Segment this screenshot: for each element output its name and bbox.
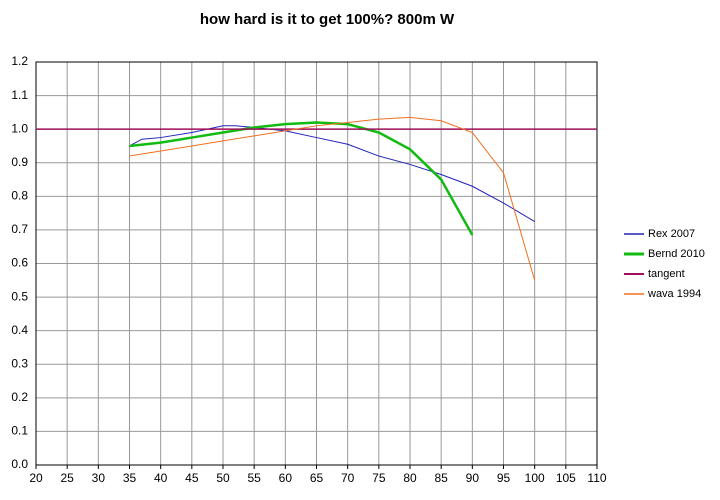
y-tick-label: 1.1	[11, 88, 28, 102]
x-tick-label: 45	[185, 471, 199, 485]
x-tick-label: 105	[556, 471, 576, 485]
x-tick-label: 70	[341, 471, 355, 485]
legend-label: tangent	[648, 268, 685, 280]
x-tick-label: 100	[525, 471, 545, 485]
y-tick-label: 0.2	[11, 390, 28, 404]
legend-label: Bernd 2010	[648, 248, 705, 260]
y-tick-label: 1.0	[11, 121, 28, 135]
line-series	[129, 121, 474, 236]
x-tick-label: 30	[92, 471, 106, 485]
y-tick-label: 0.9	[11, 155, 28, 169]
y-tick-label: 0.5	[11, 289, 28, 303]
x-tick-label: 25	[60, 471, 74, 485]
x-tick-label: 75	[372, 471, 386, 485]
line-series	[129, 125, 535, 222]
x-tick-label: 95	[497, 471, 511, 485]
y-tick-label: 0.7	[11, 222, 28, 236]
plot-border	[35, 61, 598, 466]
legend-label: Rex 2007	[648, 228, 695, 240]
y-tick-label: 0.6	[11, 256, 28, 270]
x-tick-label: 110	[587, 471, 606, 485]
x-tick-label: 55	[247, 471, 261, 485]
x-tick-label: 50	[216, 471, 230, 485]
x-tick-label: 90	[466, 471, 480, 485]
y-tick-label: 0.3	[11, 356, 28, 370]
chart-title: how hard is it to get 100%? 800m W	[200, 11, 455, 28]
x-tick-label: 60	[279, 471, 293, 485]
y-tick-label: 0.4	[11, 323, 28, 337]
y-tick-label: 1.2	[11, 54, 28, 68]
y-tick-label: 0.1	[11, 424, 28, 438]
line-series	[129, 116, 536, 281]
x-tick-label: 65	[310, 471, 324, 485]
x-tick-label: 80	[403, 471, 417, 485]
legend-label: wava 1994	[647, 288, 701, 300]
y-tick-label: 0.0	[11, 457, 28, 471]
x-tick-label: 85	[434, 471, 448, 485]
x-tick-label: 35	[123, 471, 137, 485]
y-tick-label: 0.8	[11, 189, 28, 203]
x-tick-label: 20	[29, 471, 43, 485]
x-tick-label: 40	[154, 471, 168, 485]
